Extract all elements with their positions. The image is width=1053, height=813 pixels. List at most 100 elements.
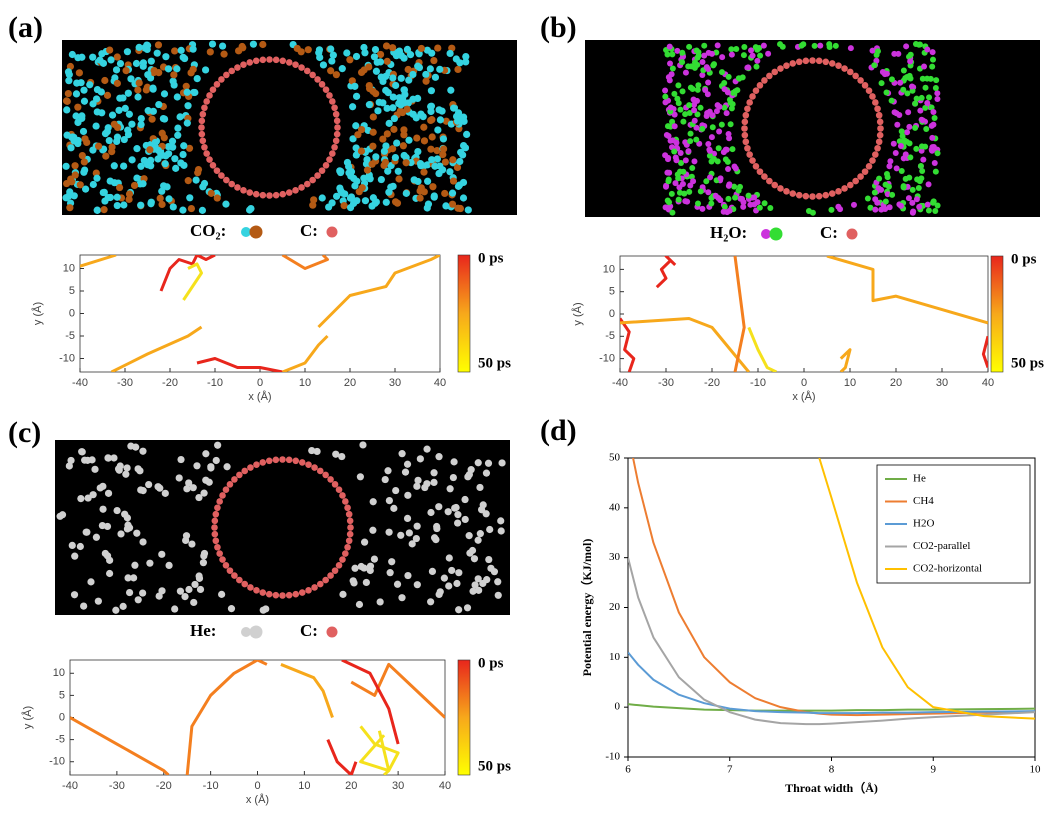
carbon-atom bbox=[285, 456, 293, 464]
carbon-atom bbox=[746, 99, 753, 106]
x-tick-label: -40 bbox=[612, 377, 628, 389]
plot-area bbox=[79, 254, 441, 373]
molecule bbox=[754, 199, 761, 206]
molecule bbox=[181, 592, 189, 601]
molecule bbox=[235, 47, 243, 55]
molecule bbox=[124, 89, 132, 97]
molecule bbox=[722, 156, 729, 163]
molecule bbox=[338, 452, 346, 461]
y-tick-label: -10 bbox=[605, 751, 620, 763]
carbon-atom bbox=[876, 131, 884, 139]
x-tick-label: 9 bbox=[931, 764, 937, 776]
molecule bbox=[754, 46, 761, 53]
molecule bbox=[817, 42, 824, 49]
carbon-atom bbox=[802, 57, 810, 65]
molecule bbox=[409, 95, 417, 103]
molecule bbox=[449, 177, 458, 185]
carbon-atom bbox=[777, 185, 784, 192]
molecule bbox=[183, 119, 191, 127]
y-axis-label: y (Å) bbox=[21, 706, 34, 729]
molecule bbox=[926, 94, 933, 101]
molecule bbox=[918, 147, 925, 154]
carbon-atom bbox=[231, 572, 238, 579]
carbon-atom bbox=[756, 82, 764, 89]
molecule bbox=[674, 95, 681, 102]
molecule bbox=[745, 64, 752, 71]
molecule bbox=[681, 190, 688, 197]
carbon-atom bbox=[219, 492, 226, 499]
molecule bbox=[725, 130, 732, 137]
carbon-atom bbox=[865, 162, 873, 170]
carbon-atom bbox=[279, 57, 287, 65]
carbon-atom bbox=[311, 584, 318, 591]
molecule bbox=[170, 81, 178, 89]
molecule bbox=[354, 131, 362, 139]
plot-area bbox=[619, 255, 989, 373]
molecule bbox=[171, 47, 179, 55]
molecule bbox=[222, 200, 230, 208]
molecule bbox=[907, 58, 914, 65]
molecule bbox=[158, 587, 166, 595]
molecule bbox=[139, 538, 147, 546]
molecule bbox=[735, 187, 742, 194]
carbon-atom bbox=[198, 117, 206, 125]
molecule bbox=[393, 199, 402, 207]
molecule bbox=[377, 175, 385, 184]
molecule bbox=[249, 40, 258, 48]
molecule bbox=[463, 604, 472, 612]
molecule bbox=[889, 191, 896, 198]
molecule bbox=[905, 109, 912, 116]
molecule bbox=[130, 574, 138, 582]
molecule bbox=[382, 198, 390, 206]
carbon-atom bbox=[333, 130, 341, 138]
molecule bbox=[456, 157, 464, 166]
molecule bbox=[708, 200, 715, 207]
x-axis-label: x (Å) bbox=[248, 390, 271, 403]
molecule bbox=[739, 74, 746, 81]
molecule bbox=[188, 540, 196, 548]
molecule bbox=[721, 79, 728, 86]
molecule bbox=[687, 84, 694, 91]
molecule bbox=[470, 555, 479, 563]
y-tick-label: 5 bbox=[59, 689, 65, 701]
carbon-atom bbox=[223, 71, 230, 79]
molecule bbox=[448, 566, 456, 575]
molecule bbox=[194, 169, 202, 177]
molecule bbox=[922, 143, 929, 150]
molecule bbox=[346, 204, 355, 212]
carbon-atom bbox=[815, 57, 823, 65]
carbon-atom bbox=[218, 76, 225, 83]
molecule bbox=[372, 67, 381, 75]
carbon-atom bbox=[802, 192, 810, 200]
trajectory bbox=[317, 255, 440, 329]
molecule bbox=[369, 526, 377, 534]
molecule bbox=[404, 571, 412, 580]
molecule bbox=[136, 467, 144, 475]
molecule bbox=[931, 114, 938, 121]
carbon-atom bbox=[285, 59, 293, 66]
molecule bbox=[710, 62, 717, 69]
carbon-atom bbox=[266, 56, 273, 63]
molecule bbox=[919, 167, 926, 174]
carbon-atom bbox=[214, 504, 221, 512]
molecule bbox=[327, 45, 335, 53]
molecule bbox=[447, 86, 455, 94]
molecule bbox=[714, 42, 721, 49]
molecule bbox=[80, 158, 88, 166]
molecule bbox=[669, 51, 676, 58]
trajectory bbox=[981, 335, 988, 369]
molecule bbox=[713, 108, 720, 115]
molecule bbox=[673, 157, 680, 164]
molecule bbox=[413, 482, 421, 490]
molecule bbox=[89, 491, 97, 499]
molecule bbox=[455, 569, 463, 577]
trajectory bbox=[655, 256, 677, 289]
carbon-atom bbox=[342, 550, 349, 557]
carbon-atom bbox=[272, 456, 280, 464]
molecule bbox=[176, 587, 185, 595]
molecule bbox=[165, 561, 173, 570]
carbon-atom bbox=[226, 567, 234, 574]
molecule bbox=[161, 489, 169, 497]
carbon-atom bbox=[741, 125, 748, 132]
molecule bbox=[191, 88, 199, 97]
